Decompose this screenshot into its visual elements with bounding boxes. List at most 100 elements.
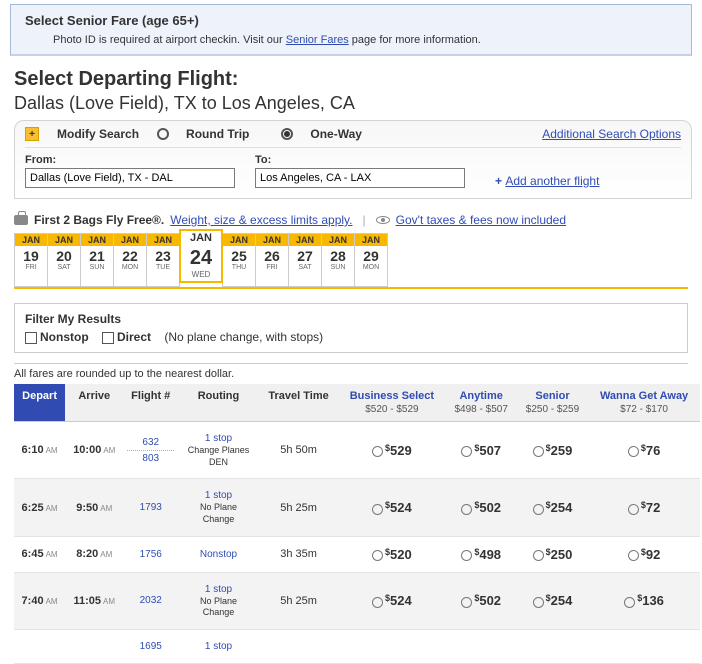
modify-search-label[interactable]: Modify Search (57, 127, 139, 141)
col-senior[interactable]: Senior$250 - $259 (517, 384, 588, 422)
arrive-time: 11:05AM (65, 572, 123, 629)
roundtrip-option[interactable]: Round Trip (157, 127, 263, 141)
flight-number[interactable]: 2032 (123, 572, 178, 629)
from-label: From: (25, 154, 235, 166)
flight-number[interactable]: 1695 (123, 630, 178, 664)
radio-icon (628, 504, 639, 515)
flight-number[interactable]: 632803 (123, 422, 178, 479)
price-cell (338, 630, 445, 664)
senior-fares-link[interactable]: Senior Fares (286, 34, 349, 46)
routing-info[interactable]: 1 stopChange PlanesDEN (178, 422, 259, 479)
price-cell[interactable]: $507 (446, 422, 517, 479)
nonstop-filter[interactable]: Nonstop (25, 330, 89, 344)
price-cell[interactable]: $254 (517, 479, 588, 536)
radio-icon (533, 446, 544, 457)
radio-icon (372, 504, 383, 515)
price-cell[interactable]: $250 (517, 536, 588, 572)
radio-icon (281, 128, 293, 140)
to-field: To: (255, 154, 465, 188)
oneway-option[interactable]: One-Way (281, 127, 376, 141)
flight-number[interactable]: 1793 (123, 479, 178, 536)
flight-row: 6:10AM10:00AM6328031 stopChange PlanesDE… (14, 422, 700, 479)
arrive-time (65, 630, 123, 664)
col-routing[interactable]: Routing (178, 384, 259, 422)
price-cell[interactable]: $72 (588, 479, 700, 536)
radio-icon (157, 128, 169, 140)
travel-time: 3h 35m (259, 536, 338, 572)
date-strip: JAN19FRIJAN20SATJAN21SUNJAN22MONJAN23TUE… (14, 233, 688, 289)
date-cell[interactable]: JAN20SAT (47, 233, 81, 287)
price-cell[interactable]: $529 (338, 422, 445, 479)
routing-info[interactable]: 1 stopNo PlaneChange (178, 479, 259, 536)
flight-row: 7:40AM11:05AM20321 stopNo PlaneChange5h … (14, 572, 700, 629)
from-input[interactable] (25, 168, 235, 188)
radio-icon (628, 550, 639, 561)
col-wanna-get-away[interactable]: Wanna Get Away$72 - $170 (588, 384, 700, 422)
travel-time (259, 630, 338, 664)
col-anytime[interactable]: Anytime$498 - $507 (446, 384, 517, 422)
routing-info[interactable]: Nonstop (178, 536, 259, 572)
filter-title: Filter My Results (25, 312, 677, 326)
date-cell[interactable]: JAN19FRI (14, 233, 48, 287)
radio-icon (533, 504, 544, 515)
price-cell[interactable]: $524 (338, 479, 445, 536)
flight-number[interactable]: 1756 (123, 536, 178, 572)
date-cell[interactable]: JAN28SUN (321, 233, 355, 287)
arrive-time: 10:00AM (65, 422, 123, 479)
arrive-time: 8:20AM (65, 536, 123, 572)
weight-limits-link[interactable]: Weight, size & excess limits apply. (170, 213, 352, 227)
date-cell[interactable]: JAN24WED (179, 229, 223, 283)
price-cell[interactable]: $259 (517, 422, 588, 479)
depart-time: 6:10AM (14, 422, 65, 479)
price-cell[interactable]: $254 (517, 572, 588, 629)
radio-icon (533, 597, 544, 608)
col-business-select[interactable]: Business Select$520 - $529 (338, 384, 445, 422)
date-cell[interactable]: JAN27SAT (288, 233, 322, 287)
price-cell[interactable]: $520 (338, 536, 445, 572)
depart-time (14, 630, 65, 664)
radio-icon (461, 597, 472, 608)
date-cell[interactable]: JAN23TUE (146, 233, 180, 287)
travel-time: 5h 50m (259, 422, 338, 479)
radio-icon (461, 550, 472, 561)
date-cell[interactable]: JAN29MON (354, 233, 388, 287)
price-cell[interactable]: $502 (446, 479, 517, 536)
radio-icon (624, 597, 635, 608)
date-cell[interactable]: JAN21SUN (80, 233, 114, 287)
add-flight-link[interactable]: + Add another flight (495, 174, 599, 188)
radio-icon (461, 504, 472, 515)
date-cell[interactable]: JAN25THU (222, 233, 256, 287)
to-input[interactable] (255, 168, 465, 188)
senior-title: Select Senior Fare (age 65+) (25, 13, 677, 28)
col-arrive[interactable]: Arrive (65, 384, 123, 422)
price-cell[interactable]: $76 (588, 422, 700, 479)
additional-search-link[interactable]: Additional Search Options (542, 127, 681, 141)
page-title: Select Departing Flight: (14, 68, 702, 91)
col-travel-time[interactable]: Travel Time (259, 384, 338, 422)
routing-info[interactable]: 1 stopNo PlaneChange (178, 572, 259, 629)
col-flight[interactable]: Flight # (123, 384, 178, 422)
date-cell[interactable]: JAN26FRI (255, 233, 289, 287)
rounding-note: All fares are rounded up to the nearest … (14, 363, 688, 380)
routing-info[interactable]: 1 stop (178, 630, 259, 664)
date-cell[interactable]: JAN22MON (113, 233, 147, 287)
flight-row: 16951 stop (14, 630, 700, 664)
senior-fare-notice: Select Senior Fare (age 65+) Photo ID is… (10, 4, 692, 56)
direct-filter[interactable]: Direct (102, 330, 151, 344)
radio-icon (372, 550, 383, 561)
col-depart[interactable]: Depart (14, 384, 65, 422)
expand-icon[interactable]: + (25, 127, 39, 141)
page-heading: Select Departing Flight: Dallas (Love Fi… (14, 68, 702, 114)
price-cell[interactable]: $498 (446, 536, 517, 572)
taxes-fees-link[interactable]: Gov't taxes & fees now included (396, 213, 566, 227)
arrive-time: 9:50AM (65, 479, 123, 536)
price-cell[interactable]: $136 (588, 572, 700, 629)
price-cell (446, 630, 517, 664)
price-cell[interactable]: $502 (446, 572, 517, 629)
travel-time: 5h 25m (259, 572, 338, 629)
checkbox-icon (25, 332, 37, 344)
direct-note: (No plane change, with stops) (164, 330, 323, 344)
price-cell[interactable]: $92 (588, 536, 700, 572)
price-cell[interactable]: $524 (338, 572, 445, 629)
bag-icon (14, 215, 28, 225)
